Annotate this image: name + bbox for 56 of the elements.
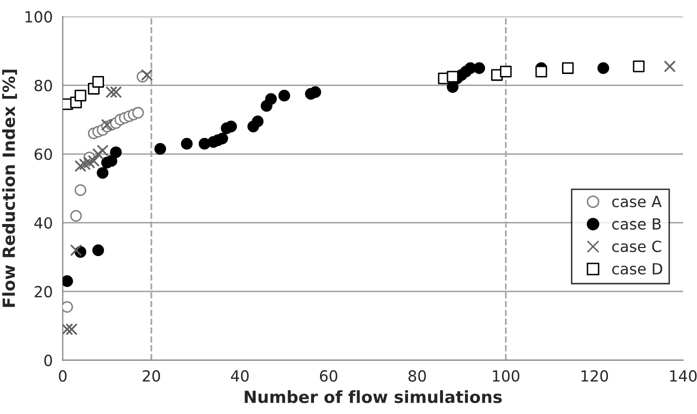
legend-label: case D — [612, 263, 662, 275]
point — [132, 106, 144, 119]
point — [632, 60, 645, 72]
x-axis-title: Number of flow simulations — [244, 390, 502, 404]
point — [252, 116, 264, 128]
point — [92, 76, 104, 88]
point — [92, 148, 104, 160]
y-axis-title: Flow Reduction Index [%] — [2, 70, 18, 307]
point — [66, 323, 78, 336]
legend-label: case A — [612, 196, 662, 208]
point — [265, 93, 277, 105]
point — [180, 138, 193, 150]
point — [562, 62, 574, 74]
x-tick-label: 100 — [492, 370, 520, 382]
point — [278, 90, 290, 102]
x-tick-label: 80 — [408, 370, 426, 382]
point — [105, 86, 118, 98]
y-tick-label: 60 — [34, 148, 52, 160]
point — [110, 146, 122, 158]
y-tick-label: 40 — [34, 217, 52, 229]
legend-label: case C — [612, 240, 662, 252]
point — [62, 301, 74, 313]
point — [88, 154, 100, 167]
x-tick-label: 60 — [320, 370, 338, 382]
point — [225, 120, 237, 132]
x-tick-label: 20 — [142, 370, 160, 382]
y-tick-label: 0 — [44, 354, 52, 366]
point — [62, 323, 74, 336]
point — [110, 86, 122, 98]
point — [140, 68, 153, 81]
x-tick-label: 40 — [230, 370, 249, 382]
point — [83, 156, 96, 169]
point — [500, 66, 512, 78]
y-tick-label: 100 — [26, 11, 52, 23]
x-tick-label: 120 — [582, 370, 608, 382]
x-tick-label: 0 — [58, 370, 67, 382]
point — [96, 167, 108, 179]
point — [70, 244, 82, 256]
point — [78, 158, 91, 170]
point — [62, 275, 74, 287]
point — [74, 184, 86, 196]
point — [664, 60, 676, 72]
point — [535, 66, 548, 78]
y-tick-label: 20 — [34, 286, 52, 298]
point — [96, 144, 109, 157]
point — [92, 244, 104, 256]
legend-label: case B — [612, 218, 661, 230]
point — [597, 62, 610, 74]
point — [70, 210, 82, 222]
y-tick-label: 80 — [34, 80, 52, 92]
point — [473, 62, 486, 74]
point — [74, 90, 86, 102]
point — [74, 160, 86, 172]
x-tick-label: 140 — [670, 370, 697, 382]
point — [106, 155, 118, 167]
point — [154, 143, 166, 155]
